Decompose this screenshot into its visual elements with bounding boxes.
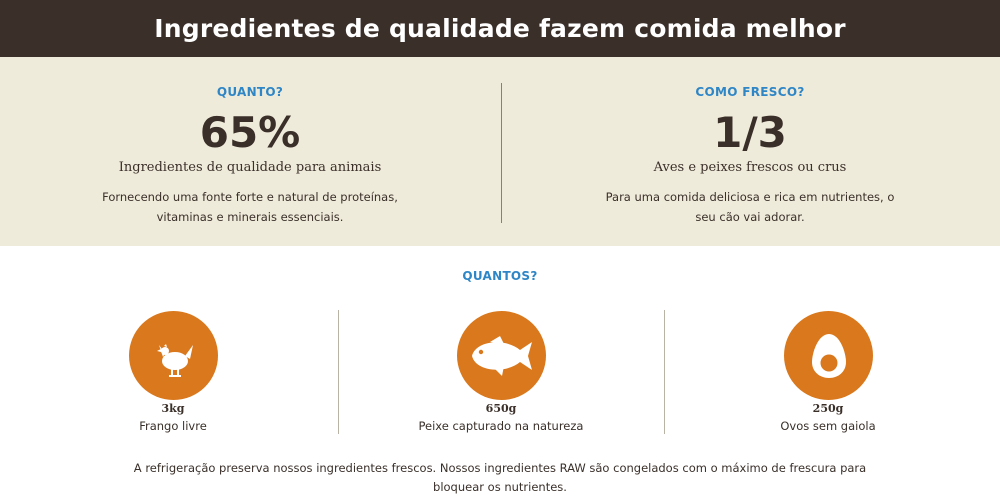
stat-como-fresco: COMO FRESCO? 1/3 Aves e peixes frescos o… (500, 57, 1000, 246)
page-banner: Ingredientes de qualidade fazem comida m… (0, 0, 1000, 57)
ingredient-chicken: 3kg Frango livre (8, 300, 338, 450)
ingredient-amount: 250g (812, 402, 844, 415)
page-title: Ingredientes de qualidade fazem comida m… (154, 14, 846, 43)
ingredient-eggs: 250g Ovos sem gaiola (663, 300, 993, 450)
stat-description: Fornecendo uma fonte forte e natural de … (102, 190, 398, 224)
stats-section: QUANTO? 65% Ingredientes de qualidade pa… (0, 57, 1000, 246)
stat-divider (501, 83, 502, 223)
ingredient-amount: 650g (485, 402, 517, 415)
egg-icon (784, 311, 873, 400)
stat-value: 1/3 (713, 108, 787, 157)
ingredient-label: Frango livre (139, 419, 207, 433)
stat-value: 65% (199, 108, 301, 157)
ingredient-amount: 3kg (161, 402, 185, 415)
stat-label: Aves e peixes frescos ou crus (653, 160, 847, 175)
quantos-heading: QUANTOS? (462, 269, 538, 283)
fish-icon (457, 311, 546, 400)
stat-description: Para uma comida deliciosa e rica em nutr… (605, 190, 895, 224)
item-divider (664, 310, 665, 434)
stat-quanto: QUANTO? 65% Ingredientes de qualidade pa… (0, 57, 500, 246)
ingredient-label: Peixe capturado na natureza (418, 419, 584, 433)
ingredient-fish: 650g Peixe capturado na natureza (336, 300, 666, 450)
ingredient-label: Ovos sem gaiola (780, 419, 876, 433)
ingredients-list: 3kg Frango livre 650g Peixe capturado na… (0, 300, 1000, 450)
chicken-icon (129, 311, 218, 400)
stat-heading: COMO FRESCO? (695, 85, 805, 99)
item-divider (338, 310, 339, 434)
stat-heading: QUANTO? (216, 85, 284, 99)
stat-label: Ingredientes de qualidade para animais (118, 160, 382, 175)
refrigeration-note: A refrigeração preserva nossos ingredien… (133, 461, 867, 494)
